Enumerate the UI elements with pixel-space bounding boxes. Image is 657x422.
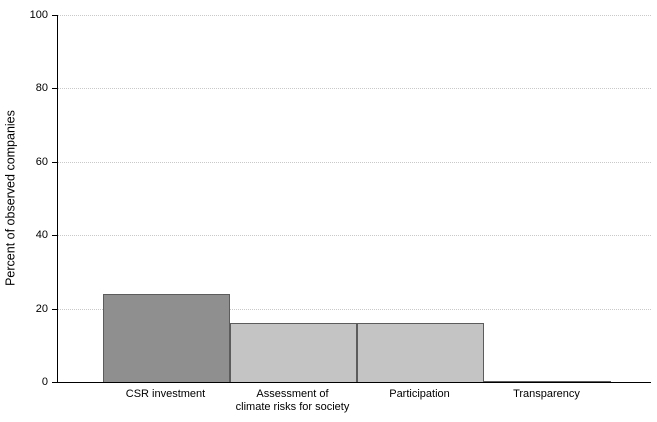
y-tick-mark xyxy=(52,15,57,16)
bar-3 xyxy=(357,323,484,382)
y-tick-label: 100 xyxy=(29,9,48,21)
y-tick-mark xyxy=(52,235,57,236)
gridline xyxy=(58,309,651,310)
x-category-label: Participation xyxy=(389,388,450,400)
y-tick-label: 0 xyxy=(41,376,48,388)
y-tick-label: 40 xyxy=(35,229,48,241)
gridline xyxy=(58,235,651,236)
bar-1 xyxy=(103,294,230,382)
y-tick-label: 80 xyxy=(35,82,48,94)
y-tick-mark xyxy=(52,162,57,163)
y-tick-label: 20 xyxy=(35,303,48,315)
x-category-label: CSR investment xyxy=(125,388,206,400)
gridline xyxy=(58,15,651,16)
y-axis-title: Percent of observed companies xyxy=(3,110,18,286)
x-category-label: Transparency xyxy=(513,388,580,400)
y-tick-mark xyxy=(52,309,57,310)
y-tick-mark xyxy=(52,88,57,89)
bar-2 xyxy=(230,323,357,382)
y-tick-mark xyxy=(52,382,57,383)
plot-area xyxy=(57,15,651,383)
gridline xyxy=(58,162,651,163)
bar-4 xyxy=(484,381,611,382)
y-tick-label: 60 xyxy=(35,156,48,168)
x-category-label: Assessment of climate risks for society xyxy=(235,388,350,413)
gridline xyxy=(58,88,651,89)
